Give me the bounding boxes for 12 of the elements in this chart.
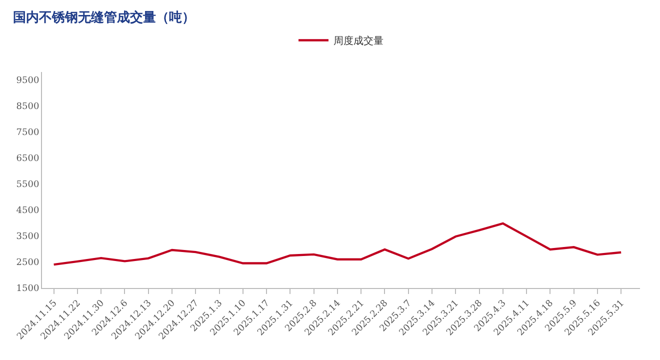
y-tick-label: 2500 bbox=[16, 258, 40, 268]
y-tick-label: 6500 bbox=[16, 154, 40, 164]
y-tick-label: 1500 bbox=[16, 284, 40, 294]
y-tick-label: 8500 bbox=[16, 102, 40, 112]
y-tick-label: 4500 bbox=[16, 206, 40, 216]
y-tick-label: 9500 bbox=[16, 76, 40, 86]
line-series bbox=[52, 222, 622, 266]
y-tick-label: 5500 bbox=[16, 180, 40, 190]
y-tick-label: 7500 bbox=[16, 128, 40, 138]
chart-title: 国内不锈钢无缝管成交量（吨） bbox=[13, 10, 196, 26]
y-tick-label: 3500 bbox=[16, 232, 40, 242]
legend-label: 周度成交量 bbox=[334, 35, 384, 48]
